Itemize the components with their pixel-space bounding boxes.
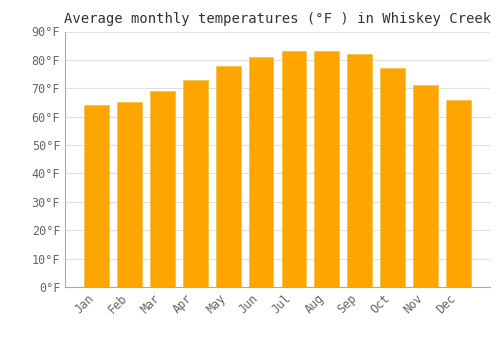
Bar — [216, 65, 240, 287]
Bar — [314, 51, 339, 287]
Bar — [117, 103, 142, 287]
Bar — [150, 91, 174, 287]
Bar — [446, 100, 470, 287]
Bar — [380, 68, 405, 287]
Bar — [413, 85, 438, 287]
Bar — [348, 54, 372, 287]
Bar — [183, 80, 208, 287]
Title: Average monthly temperatures (°F ) in Whiskey Creek: Average monthly temperatures (°F ) in Wh… — [64, 12, 491, 26]
Bar — [248, 57, 274, 287]
Bar — [282, 51, 306, 287]
Bar — [84, 105, 109, 287]
